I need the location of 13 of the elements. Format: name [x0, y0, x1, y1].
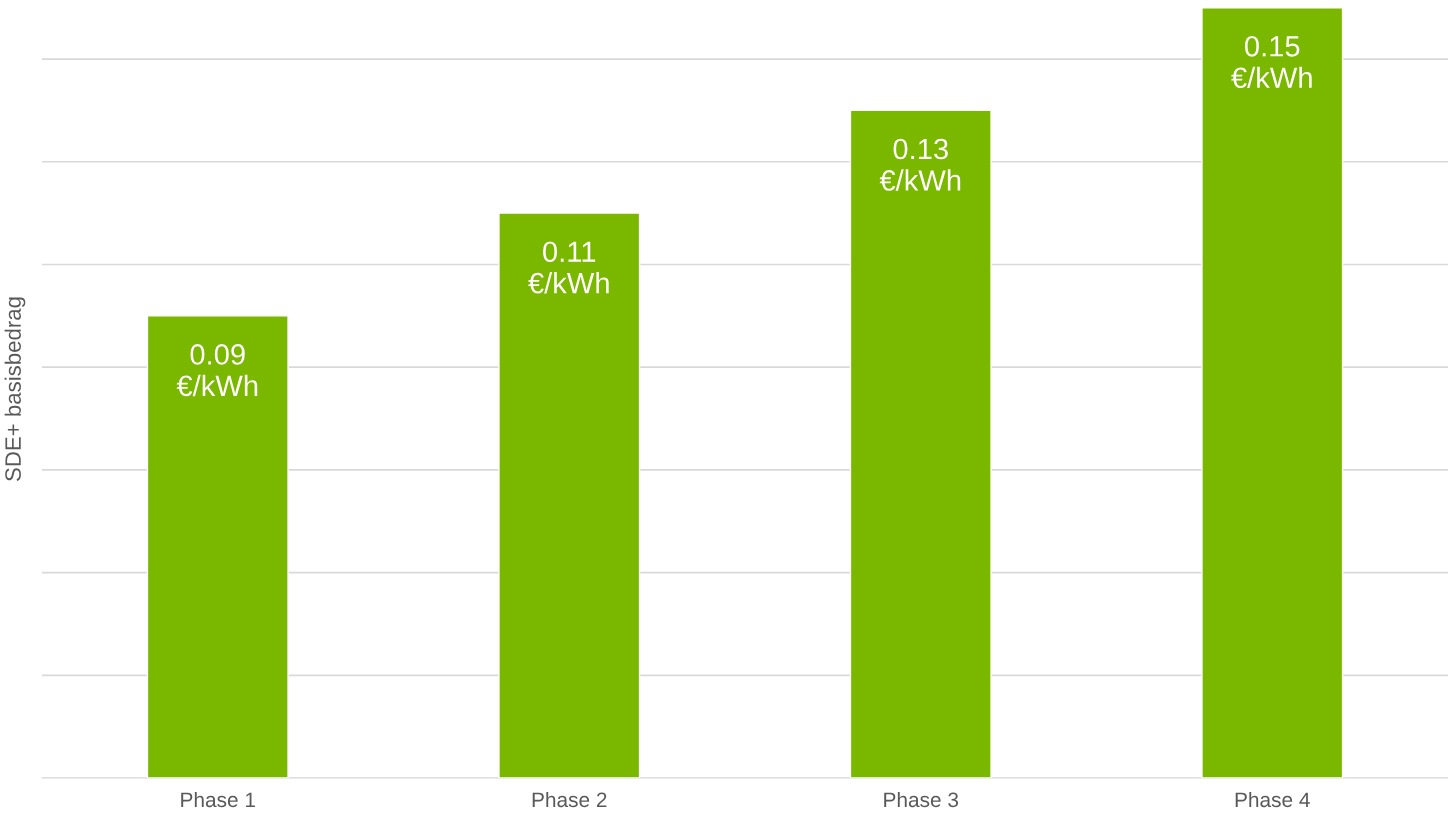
x-tick-label: Phase 2	[532, 791, 607, 808]
x-tick-label: Phase 4	[1235, 791, 1310, 808]
bar	[849, 109, 992, 778]
x-tick-label: Phase 3	[884, 791, 959, 808]
data-label: 0.15 €/kWh	[1231, 35, 1312, 89]
bar	[498, 212, 641, 778]
data-label: 0.09 €/kWh	[176, 344, 258, 397]
y-axis-title: SDE+ basisbedrag	[4, 297, 26, 481]
bar	[146, 315, 289, 778]
data-label: 0.13 €/kWh	[879, 138, 961, 191]
bar	[1201, 7, 1344, 778]
data-label: 0.11 €/kWh	[528, 241, 609, 294]
x-tick-label: Phase 1	[181, 791, 255, 808]
